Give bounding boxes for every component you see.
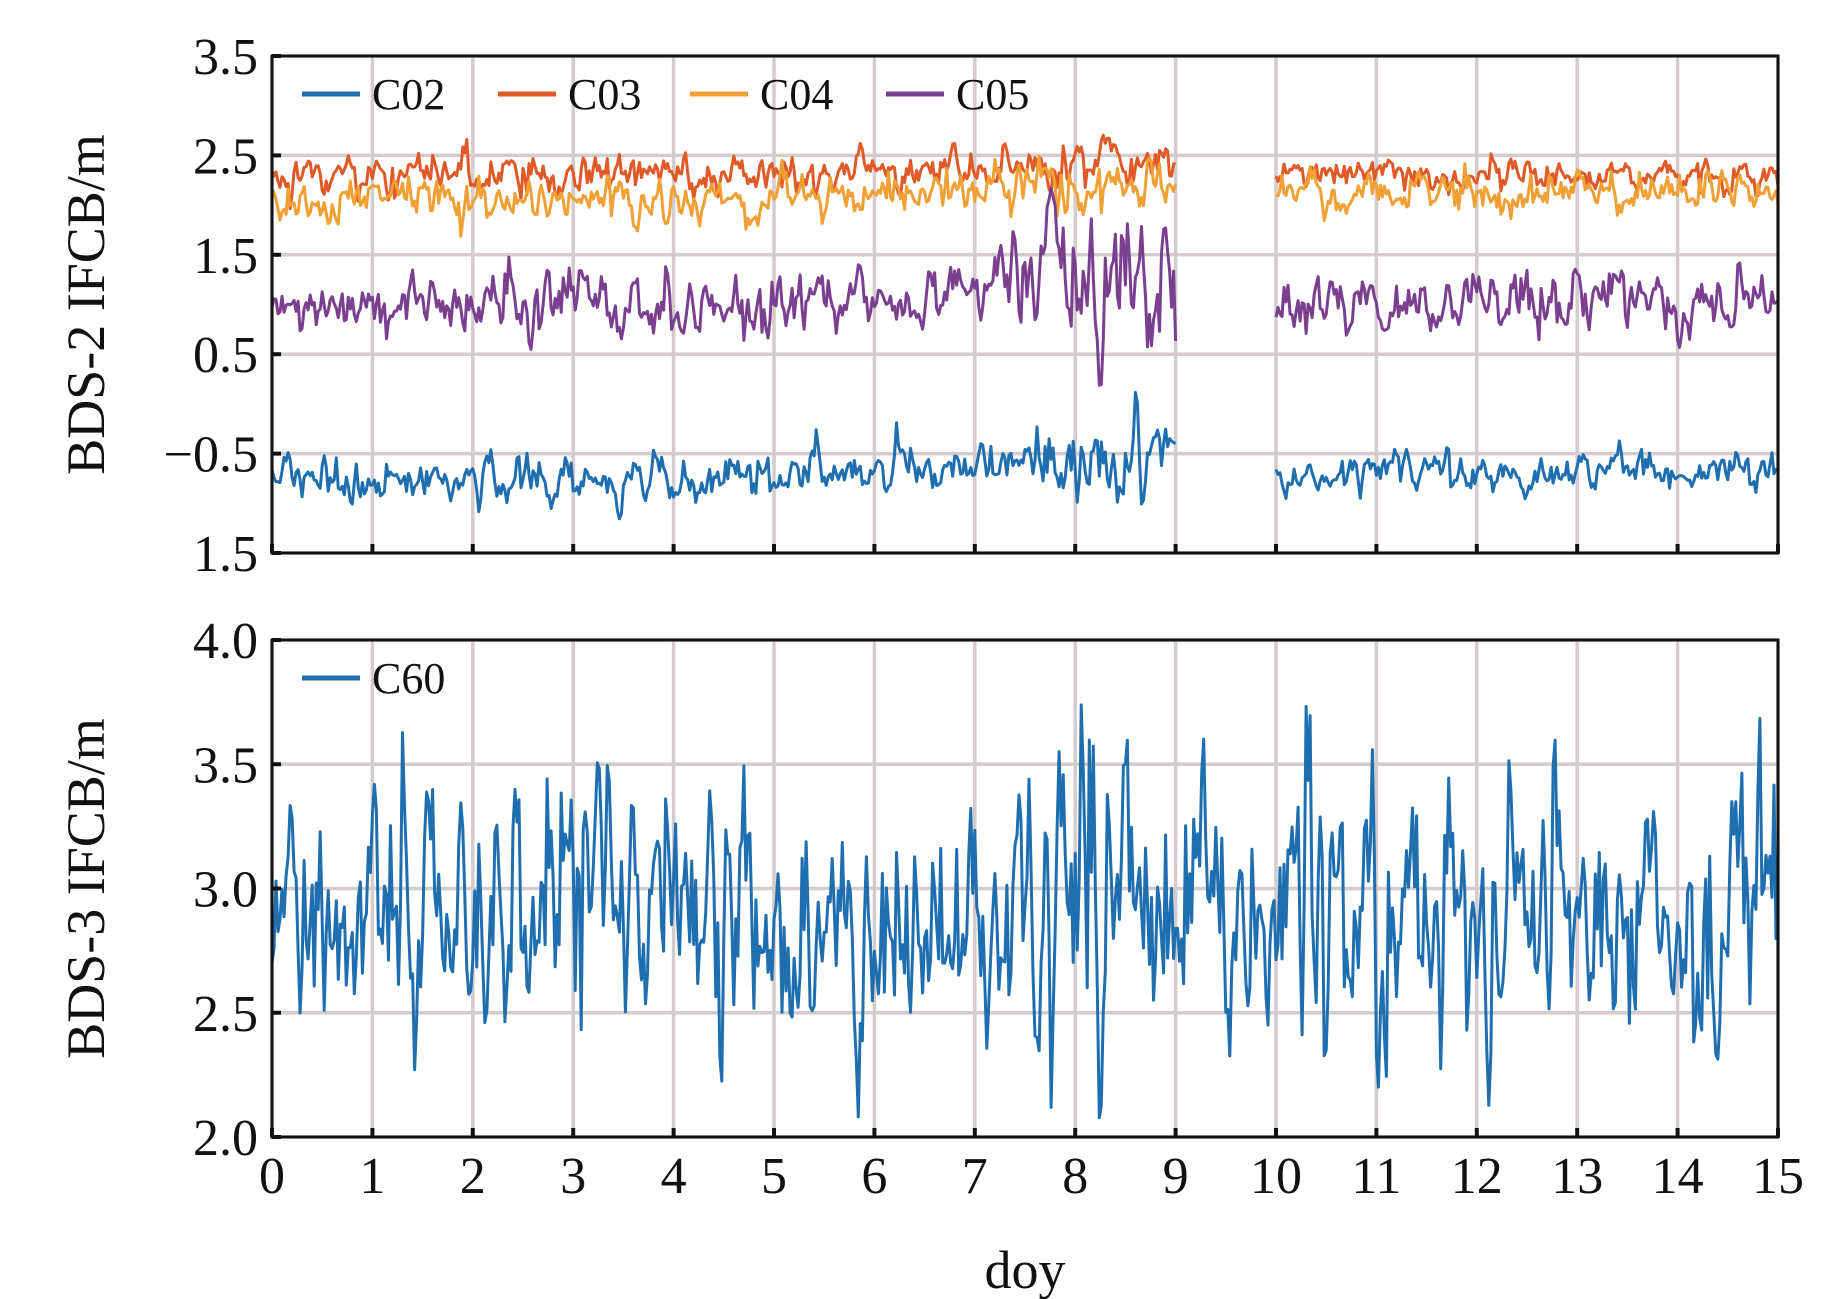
legend: C02 C03 C04 C05 [302, 70, 1029, 119]
y-tick-label: 3.5 [193, 29, 258, 86]
series-line-C04 [1275, 162, 1778, 223]
y-tick-label: 2.0 [193, 1110, 258, 1167]
legend: C60 [302, 654, 445, 703]
legend-label-C02: C02 [372, 70, 445, 119]
series-line-C02 [272, 390, 1177, 521]
chart-panel-bottom: 2.02.53.03.54.00 1 2 3 4 5 6 7 8 9 10 11 12 13 14 15BDS… [56, 613, 1804, 1299]
y-tick-label: 2.5 [193, 128, 258, 185]
legend-label-C05: C05 [956, 70, 1029, 119]
x-tick-label: 9 [1163, 1148, 1189, 1205]
x-tick-label: 14 [1652, 1148, 1704, 1205]
series-line-C02 [1274, 439, 1778, 501]
series-line-C03 [272, 133, 1176, 211]
series-group [272, 133, 1778, 521]
y-tick-label: 4.0 [193, 613, 258, 670]
x-tick-label: 7 [962, 1148, 988, 1205]
y-axis-title: BDS-2 IFCB/m [56, 134, 116, 475]
series-line-C05 [272, 186, 1178, 387]
y-tick-label: 3.5 [193, 737, 258, 794]
y-tick-label: 2.5 [193, 986, 258, 1043]
y-axis-title: BDS-3 IFCB/m [56, 718, 116, 1059]
y-tick-label: 1.5 [193, 526, 258, 583]
series-line-C04 [272, 154, 1178, 238]
legend-label-C04: C04 [760, 70, 833, 119]
series-line-C03 [1274, 152, 1778, 199]
plot-frame [270, 54, 1780, 555]
series-group [272, 703, 1778, 1120]
chart-panel-top: 1.5 −0.5 0.5 1.5 2.5 3.5 BDS-2 IFCB/m C02 C03 C04… [56, 29, 1780, 583]
x-tick-label: 0 [259, 1148, 285, 1205]
legend-label-C03: C03 [568, 70, 641, 119]
y-tick-label: 3.0 [193, 862, 258, 919]
x-tick-label: 4 [661, 1148, 687, 1205]
x-tick-label: 6 [861, 1148, 887, 1205]
x-tick-label: 10 [1250, 1148, 1302, 1205]
x-tick-label: 13 [1551, 1148, 1603, 1205]
y-tick-label: 0.5 [193, 327, 258, 384]
series-line-C60 [272, 703, 1778, 1120]
x-tick-label: 11 [1351, 1148, 1401, 1205]
x-tick-label: 1 [359, 1148, 385, 1205]
y-tick-label: 1.5 [193, 228, 258, 285]
x-tick-label: 3 [560, 1148, 586, 1205]
x-tick-label: 12 [1451, 1148, 1503, 1205]
legend-label-C60: C60 [372, 654, 445, 703]
series-line-C05 [1274, 261, 1778, 349]
x-tick-label: 8 [1062, 1148, 1088, 1205]
x-axis-title: doy [985, 1240, 1066, 1299]
x-tick-label: 15 [1752, 1148, 1804, 1205]
y-tick-label: −0.5 [164, 427, 258, 484]
x-tick-label: 5 [761, 1148, 787, 1205]
x-tick-label: 2 [460, 1148, 486, 1205]
